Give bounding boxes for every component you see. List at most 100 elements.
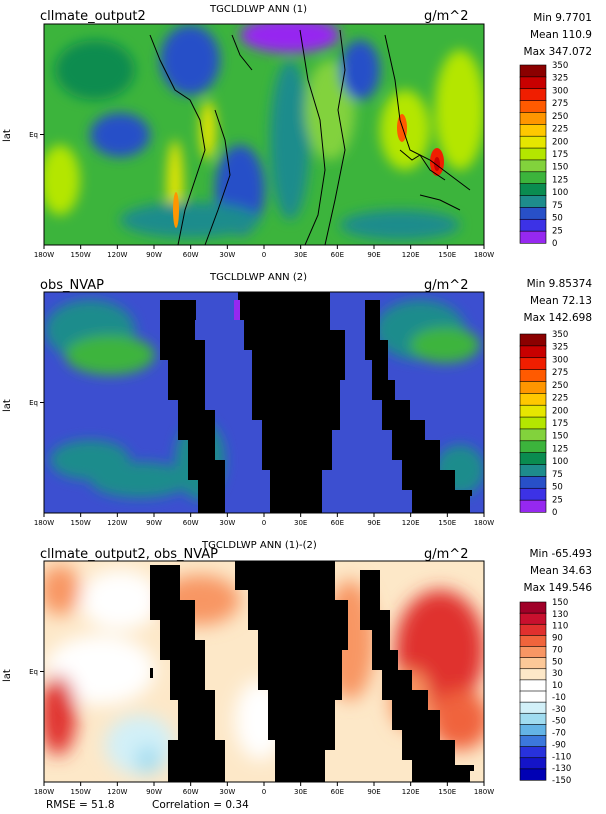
panel1-colorbar-swatch xyxy=(519,135,547,149)
panel1-stat-max: Max 347.072 xyxy=(523,46,592,58)
panel1-colorbar-label: 200 xyxy=(552,137,568,147)
panel3-x-tick-label: 30E xyxy=(294,788,307,796)
panel3-colorbar-swatch xyxy=(519,668,547,681)
panel1-colorbar-swatch xyxy=(519,64,547,78)
panel1-stat-mean: Mean 110.9 xyxy=(529,29,592,41)
panel3-left-title: cllmate_output2, obs_NVAP xyxy=(40,547,219,562)
panel2-colorbar-swatch xyxy=(519,452,547,466)
panel1-x-tick-label: 60W xyxy=(183,251,199,259)
panel1-colorbar-label: 350 xyxy=(552,61,568,71)
panel3-colorbar-swatch xyxy=(519,657,547,670)
panel2-colorbar-label: 300 xyxy=(552,355,568,365)
panel2-x-tick-label: 60E xyxy=(331,519,344,527)
panel1-colorbar-label: 50 xyxy=(552,214,563,224)
panel1-colorbar-label: 175 xyxy=(552,150,568,160)
panel3-center-title: TGCLDLWP ANN (1)-(2) xyxy=(202,540,317,551)
panel3-colorbar-label: -70 xyxy=(552,729,566,739)
panel3-colorbar-swatch xyxy=(519,768,547,781)
panel1-colorbar-swatch xyxy=(519,159,547,173)
panel2-x-tick-label: 30W xyxy=(219,519,235,527)
panel2-colorbar-label: 325 xyxy=(552,343,568,353)
panel3-colorbar-label: 10 xyxy=(552,681,563,691)
panel1-colorbar-label: 25 xyxy=(552,226,563,236)
panel2-x-tick-label: 90W xyxy=(146,519,162,527)
panel1-colorbar-swatch xyxy=(519,183,547,197)
panel1-colorbar-label: 100 xyxy=(552,188,568,198)
panel1-colorbar-label: 150 xyxy=(552,163,568,173)
panel3-x-tick-label: 0 xyxy=(262,788,266,796)
correlation-label: Correlation = 0.34 xyxy=(152,799,249,811)
panel1-colorbar-label: 225 xyxy=(552,125,568,135)
panel2-colorbar-label: 100 xyxy=(552,457,568,467)
panel1-colorbar-swatch xyxy=(519,171,547,185)
panel2-colorbar-label: 125 xyxy=(552,444,568,454)
panel3-colorbar-swatch xyxy=(519,646,547,659)
panel2-colorbar-swatch xyxy=(519,345,547,359)
panel2-stat-mean: Mean 72.13 xyxy=(529,295,592,307)
panel2-stats: Min 9.85374 Mean 72.13 Max 142.698 xyxy=(524,276,592,327)
panel3-colorbar-label: -150 xyxy=(552,776,571,786)
panel1-colorbar-swatch xyxy=(519,195,547,209)
panel2-x-tick-label: 60W xyxy=(183,519,199,527)
panel3-x-tick-label: 150W xyxy=(71,788,91,796)
panel3-colorbar-swatch xyxy=(519,757,547,770)
panel2-colorbar-label: 275 xyxy=(552,368,568,378)
panel2-colorbar-swatch xyxy=(519,369,547,383)
panel1-colorbar-swatch xyxy=(519,112,547,125)
panel3-map xyxy=(44,561,484,782)
panel3-stat-min: Min -65.493 xyxy=(529,548,593,560)
panel2-colorbar-swatch xyxy=(519,464,547,477)
panel1-x-tick-label: 120E xyxy=(402,251,420,259)
panel2-left-title: obs_NVAP xyxy=(40,278,104,293)
panel2-stat-max: Max 142.698 xyxy=(523,312,592,324)
panel2-colorbar-swatch xyxy=(519,393,547,406)
panel1-colorbar-swatch xyxy=(519,100,547,114)
panel3-x-tick-label: 90E xyxy=(367,788,380,796)
panel2-colorbar-swatch xyxy=(519,487,547,501)
panel3-stats: Min -65.493 Mean 34.63 Max 149.546 xyxy=(524,546,592,597)
panel1-colorbar-swatch xyxy=(519,207,547,220)
panel3-colorbar-label: 110 xyxy=(552,622,568,632)
panel2-map xyxy=(44,292,484,513)
panel3-stat-max: Max 149.546 xyxy=(523,582,592,594)
panel3-x-tick-label: 60E xyxy=(331,788,344,796)
panel2-colorbar-label: 350 xyxy=(552,330,568,340)
panel2-colorbar-label: 0 xyxy=(552,508,557,518)
panel1-x-tick-label: 60E xyxy=(331,251,344,259)
panel3-colorbar-label: 70 xyxy=(552,645,563,655)
panel1-left-title: cllmate_output2 xyxy=(40,9,146,24)
panel3-x-tick-label: 180W xyxy=(34,788,54,796)
panel3-x-tick-label: 120E xyxy=(402,788,420,796)
panel2-colorbar-label: 200 xyxy=(552,406,568,416)
panel2-center-title: TGCLDLWP ANN (2) xyxy=(210,272,308,283)
panel1-colorbar-swatch xyxy=(519,218,547,232)
panel2-colorbar-label: 25 xyxy=(552,495,563,505)
panel1-colorbar-label: 250 xyxy=(552,112,568,122)
panel2-x-tick-label: 90E xyxy=(367,519,380,527)
panel2-colorbar-swatch xyxy=(519,333,547,347)
panel1-x-tick-label: 30E xyxy=(294,251,307,259)
panel1-colorbar-label: 125 xyxy=(552,175,568,185)
panel3-colorbar-label: 150 xyxy=(552,598,568,608)
panel1-colorbar-swatch xyxy=(519,76,547,90)
panel3-x-tick-label: 180W xyxy=(474,788,494,796)
panel3-colorbar-swatch xyxy=(519,679,547,692)
panel2-x-tick-label: 150W xyxy=(71,519,91,527)
panel3-eq-label: Eq xyxy=(29,668,38,676)
panel2-colorbar-swatch xyxy=(519,416,547,430)
panel3-colorbar-label: -110 xyxy=(552,752,571,762)
panel1-eq-label: Eq xyxy=(29,131,38,139)
panel1-colorbar-label: 75 xyxy=(552,201,563,211)
panel1-x-tick-label: 150W xyxy=(71,251,91,259)
panel3-colorbar-label: 50 xyxy=(552,657,563,667)
panel1-center-title: TGCLDLWP ANN (1) xyxy=(210,4,308,15)
panel1-colorbar-label: 275 xyxy=(552,99,568,109)
panel1-x-tick-label: 90W xyxy=(146,251,162,259)
panel1-x-tick-label: 150E xyxy=(438,251,456,259)
panel3-colorbar-label: -130 xyxy=(552,764,571,774)
panel2-colorbar-swatch xyxy=(519,499,547,513)
panel2-colorbar-swatch xyxy=(519,476,547,489)
panel2-colorbar-label: 250 xyxy=(552,381,568,391)
panel2-stat-min: Min 9.85374 xyxy=(526,278,592,290)
